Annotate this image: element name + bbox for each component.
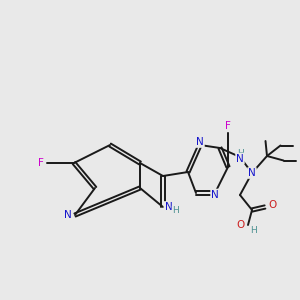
Text: N: N bbox=[248, 168, 256, 178]
Text: H: H bbox=[172, 206, 179, 215]
Text: N: N bbox=[64, 210, 72, 220]
Text: H: H bbox=[237, 148, 243, 158]
Text: N: N bbox=[236, 154, 244, 164]
Text: H: H bbox=[250, 226, 257, 235]
Text: N: N bbox=[211, 190, 219, 200]
Text: O: O bbox=[268, 200, 277, 211]
Text: F: F bbox=[225, 122, 231, 131]
Text: N: N bbox=[164, 202, 172, 212]
Text: N: N bbox=[196, 137, 204, 147]
Text: F: F bbox=[38, 158, 44, 168]
Text: O: O bbox=[237, 220, 245, 230]
